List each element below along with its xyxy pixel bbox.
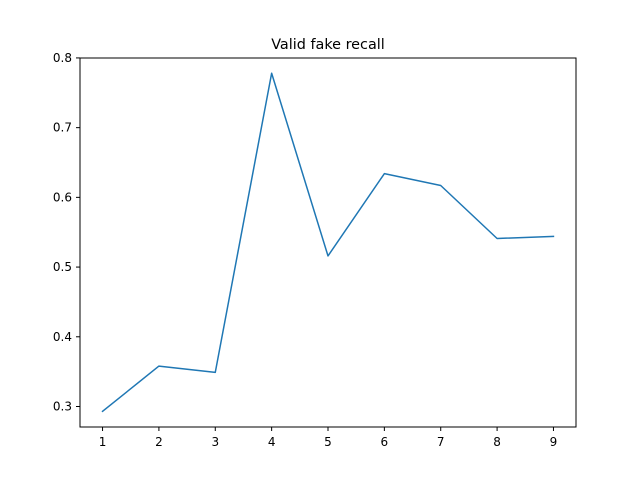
x-axis: 1 2 3 4 5 6 7 8 9: [99, 427, 558, 449]
series-line: [101, 72, 555, 413]
x-tick-label: 5: [324, 435, 332, 449]
y-tick-label: 0.4: [53, 330, 72, 344]
y-tick-label: 0.6: [53, 190, 72, 204]
x-tick-label: 4: [268, 435, 276, 449]
y-axis: 0.3 0.4 0.5 0.6 0.7 0.8: [53, 51, 80, 414]
x-tick-label: 8: [493, 435, 501, 449]
x-tick-label: 6: [381, 435, 389, 449]
x-tick-label: 1: [99, 435, 107, 449]
x-tick-label: 2: [155, 435, 163, 449]
y-tick-label: 0.7: [53, 121, 72, 135]
y-tick-label: 0.5: [53, 260, 72, 274]
y-tick-label: 0.8: [53, 51, 72, 65]
plot-frame: [79, 57, 577, 428]
x-tick-label: 7: [437, 435, 445, 449]
x-tick-label: 9: [550, 435, 558, 449]
series-layer: [101, 72, 555, 413]
y-tick-label: 0.3: [53, 400, 72, 414]
chart-title: Valid fake recall: [271, 37, 385, 53]
x-tick-label: 3: [211, 435, 219, 449]
